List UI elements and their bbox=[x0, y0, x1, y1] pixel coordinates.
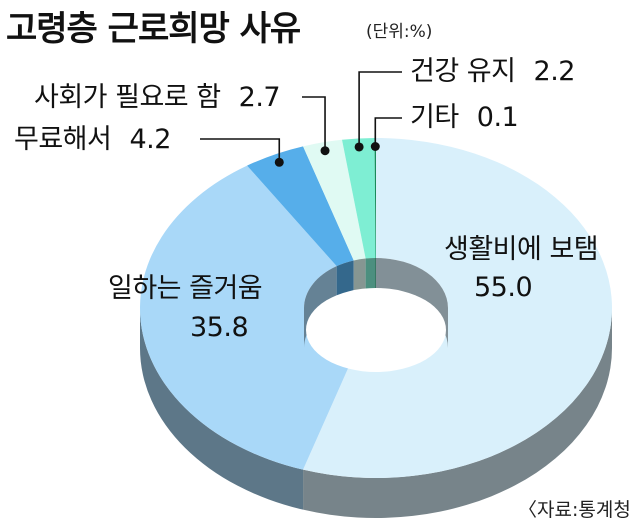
chart-title: 고령층 근로희망 사유 bbox=[6, 9, 301, 49]
label-boredom: 무료해서 4.2 bbox=[14, 124, 171, 155]
donut-hole bbox=[306, 288, 446, 372]
label-other-name: 기타 bbox=[410, 102, 459, 133]
slice-4 bbox=[342, 138, 376, 259]
label-society-value: 2.7 bbox=[239, 82, 280, 113]
leader-boredom bbox=[200, 138, 281, 163]
label-boredom-name: 무료해서 bbox=[14, 124, 111, 155]
label-health: 건강 유지 2.2 bbox=[410, 56, 575, 87]
slice-5 bbox=[374, 138, 376, 259]
side-wall-1 bbox=[140, 308, 304, 510]
leader-dot-health bbox=[354, 142, 364, 152]
label-joy-value: 35.8 bbox=[190, 312, 248, 343]
label-other: 기타 0.1 bbox=[410, 102, 518, 133]
label-joy-name: 일하는 즐거움 bbox=[108, 273, 262, 304]
label-boredom-value: 4.2 bbox=[129, 124, 170, 155]
leader-dot-other bbox=[370, 142, 380, 152]
label-living-cost-name: 생활비에 보탬 bbox=[444, 234, 598, 265]
unit-note: (단위:%) bbox=[366, 22, 432, 42]
label-other-value: 0.1 bbox=[477, 102, 518, 133]
slice-0 bbox=[303, 138, 613, 479]
label-society: 사회가 필요로 함 2.7 bbox=[34, 82, 280, 113]
slice-3 bbox=[303, 139, 366, 261]
label-health-name: 건강 유지 bbox=[410, 56, 515, 87]
leader-dot-society bbox=[320, 146, 330, 156]
donut-sides bbox=[140, 308, 612, 518]
label-society-name: 사회가 필요로 함 bbox=[34, 82, 221, 113]
leader-dot-boredom bbox=[274, 157, 284, 167]
leader-society bbox=[302, 96, 326, 151]
source-note: 〈자료:통계청 bbox=[518, 499, 631, 521]
slice-2 bbox=[247, 146, 354, 267]
leader-lines bbox=[200, 71, 402, 167]
label-living-cost-value: 55.0 bbox=[474, 272, 532, 303]
leader-other bbox=[374, 117, 402, 147]
label-health-value: 2.2 bbox=[534, 56, 575, 87]
leader-health bbox=[358, 71, 402, 147]
slice-1 bbox=[140, 165, 354, 470]
side-wall-0 bbox=[303, 308, 612, 518]
